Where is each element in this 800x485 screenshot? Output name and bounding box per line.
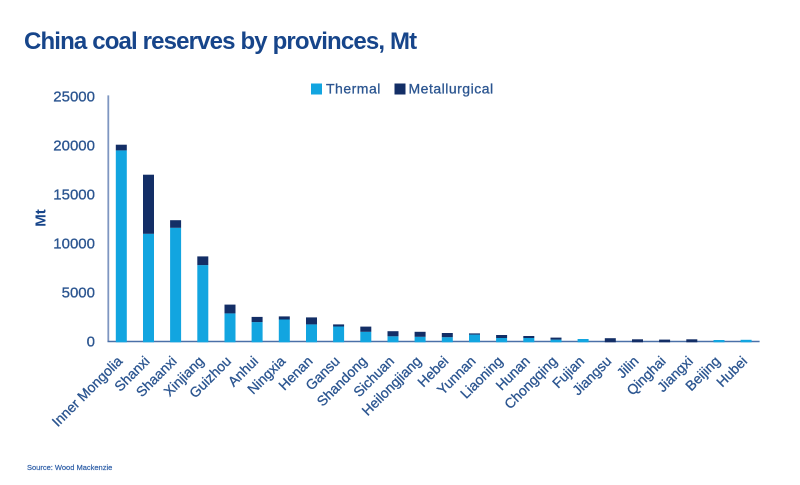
svg-text:Mt: Mt <box>33 209 50 227</box>
svg-text:10000: 10000 <box>53 236 95 253</box>
svg-text:China coal reserves by provinc: China coal reserves by provinces, Mt <box>24 28 417 55</box>
svg-text:Thermal: Thermal <box>326 81 381 97</box>
svg-text:15000: 15000 <box>53 187 95 204</box>
svg-text:Source: Wood Mackenzie: Source: Wood Mackenzie <box>27 463 112 472</box>
svg-text:Metallurgical: Metallurgical <box>409 81 494 97</box>
svg-text:25000: 25000 <box>53 88 95 105</box>
svg-text:0: 0 <box>87 334 95 351</box>
svg-text:5000: 5000 <box>62 285 95 302</box>
svg-text:20000: 20000 <box>53 137 95 154</box>
